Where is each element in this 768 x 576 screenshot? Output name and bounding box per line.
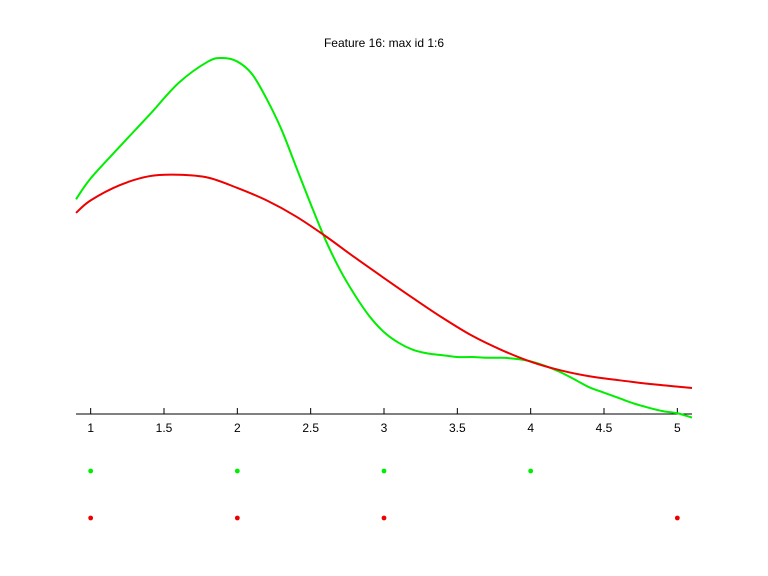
chart-title: Feature 16: max id 1:6 — [323, 36, 445, 50]
x-tick-label: 4 — [527, 421, 534, 435]
marker-point-2 — [88, 515, 94, 521]
marker-point-1 — [88, 468, 94, 474]
x-tick-label: 4.5 — [596, 421, 613, 435]
x-tick-label: 5 — [674, 421, 681, 435]
series-line-2 — [75, 173, 693, 390]
x-tick-label: 3 — [381, 421, 388, 435]
x-tick-label: 3.5 — [449, 421, 466, 435]
x-tick-label: 2 — [234, 421, 241, 435]
marker-point-2 — [234, 515, 240, 521]
marker-point-1 — [381, 468, 387, 474]
series-line-1 — [75, 56, 693, 419]
marker-point-2 — [381, 515, 387, 521]
marker-point-2 — [674, 515, 680, 521]
marker-point-1 — [528, 468, 534, 474]
x-tick-label: 1 — [87, 421, 94, 435]
marker-point-1 — [234, 468, 240, 474]
x-tick-label: 2.5 — [302, 421, 319, 435]
x-tick-label: 1.5 — [156, 421, 173, 435]
